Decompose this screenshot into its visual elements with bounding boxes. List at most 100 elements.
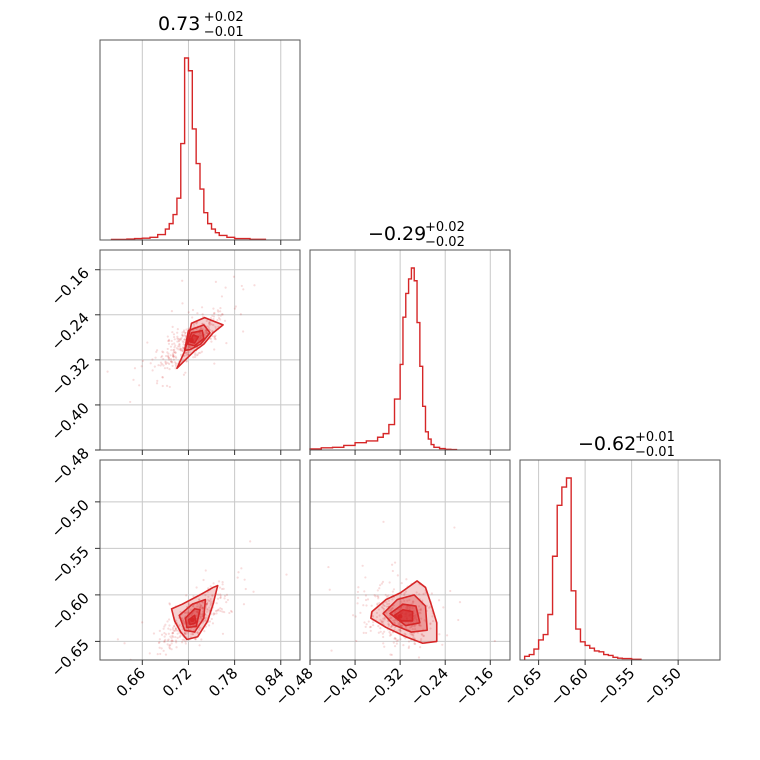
sample-point — [181, 638, 184, 642]
sample-point — [449, 589, 452, 593]
sample-point — [211, 323, 214, 326]
x-tick-label: −0.32 — [362, 664, 407, 709]
sample-point — [378, 587, 381, 590]
sample-point — [377, 625, 380, 628]
sample-point — [189, 608, 193, 612]
sample-point — [365, 623, 368, 626]
sample-point — [458, 601, 462, 604]
sample-point — [170, 360, 173, 363]
sample-point — [457, 675, 459, 677]
sample-point — [387, 622, 390, 626]
sample-point — [205, 603, 208, 606]
sample-point — [160, 633, 164, 636]
sample-point — [176, 328, 179, 331]
sample-point — [163, 632, 166, 635]
hist-panel-1: −0.29+0.02−0.02 — [309, 220, 511, 455]
sample-point — [158, 629, 161, 632]
sample-point — [197, 605, 200, 608]
sample-point — [393, 619, 396, 622]
sample-point — [179, 338, 182, 341]
sample-point — [399, 638, 402, 641]
sample-point — [389, 616, 392, 619]
sample-point — [223, 597, 226, 600]
sample-point — [181, 618, 185, 621]
sample-point — [181, 279, 184, 282]
sample-point — [167, 356, 170, 359]
sample-point — [209, 604, 212, 607]
sample-point — [204, 614, 207, 617]
sample-point — [388, 630, 391, 634]
sample-point — [183, 338, 186, 341]
sample-point — [182, 343, 185, 346]
sample-point — [412, 624, 415, 628]
sample-point — [380, 606, 384, 609]
sample-point — [356, 596, 360, 599]
sample-point — [172, 355, 175, 359]
sample-point — [203, 619, 206, 623]
sample-point — [361, 564, 364, 567]
sample-point — [207, 624, 211, 627]
sample-point — [404, 606, 408, 609]
scatter-panel-0-2 — [95, 459, 301, 665]
sample-point — [212, 317, 215, 321]
sample-point — [209, 323, 213, 326]
sample-point — [423, 619, 426, 622]
sample-point — [390, 633, 393, 637]
sample-point — [168, 646, 171, 649]
sample-point — [397, 628, 400, 631]
sample-point — [172, 635, 175, 639]
sample-point — [188, 351, 191, 354]
sample-point — [219, 607, 222, 610]
sample-point — [407, 640, 411, 643]
sample-point — [211, 594, 214, 597]
sample-point — [162, 357, 165, 361]
sample-point — [179, 353, 183, 357]
sample-point — [167, 362, 171, 365]
sample-point — [212, 324, 215, 327]
sample-point — [419, 661, 421, 663]
sample-point — [210, 600, 213, 603]
sample-point — [198, 603, 201, 606]
sample-point — [164, 653, 168, 656]
sample-point — [217, 314, 220, 317]
sample-point — [414, 642, 417, 646]
sample-point — [437, 599, 441, 602]
sample-point — [415, 615, 418, 619]
sample-point — [240, 567, 243, 570]
sample-point — [381, 607, 384, 610]
sample-point — [152, 632, 156, 635]
sample-point — [183, 611, 187, 614]
sample-point — [185, 328, 188, 331]
sample-point — [187, 628, 190, 631]
sample-point — [179, 349, 183, 352]
sample-point — [408, 598, 411, 602]
sample-point — [174, 351, 177, 354]
sample-point — [219, 307, 222, 310]
sample-point — [174, 364, 178, 368]
sample-point — [208, 599, 212, 602]
sample-point — [200, 638, 203, 641]
sample-point — [181, 333, 184, 337]
sample-point — [199, 351, 202, 354]
sample-point — [196, 631, 199, 634]
sample-point — [383, 617, 386, 620]
sample-point — [164, 361, 167, 364]
sample-point — [420, 617, 423, 620]
sample-point — [410, 633, 413, 636]
sample-point — [169, 643, 172, 647]
sample-point — [413, 614, 416, 618]
sample-point — [236, 576, 239, 579]
sample-point — [208, 606, 211, 609]
sample-point — [375, 611, 379, 614]
sample-point — [219, 596, 222, 600]
sample-point — [409, 626, 412, 629]
sample-point — [407, 645, 411, 648]
param-title-0: 0.73 — [158, 13, 200, 35]
sample-point — [406, 607, 409, 610]
sample-point — [199, 336, 203, 340]
y-tick-label: −0.32 — [48, 354, 93, 399]
sample-point — [224, 286, 227, 289]
sample-point — [203, 333, 206, 336]
sample-point — [177, 345, 180, 348]
panel-frame — [99, 249, 301, 451]
